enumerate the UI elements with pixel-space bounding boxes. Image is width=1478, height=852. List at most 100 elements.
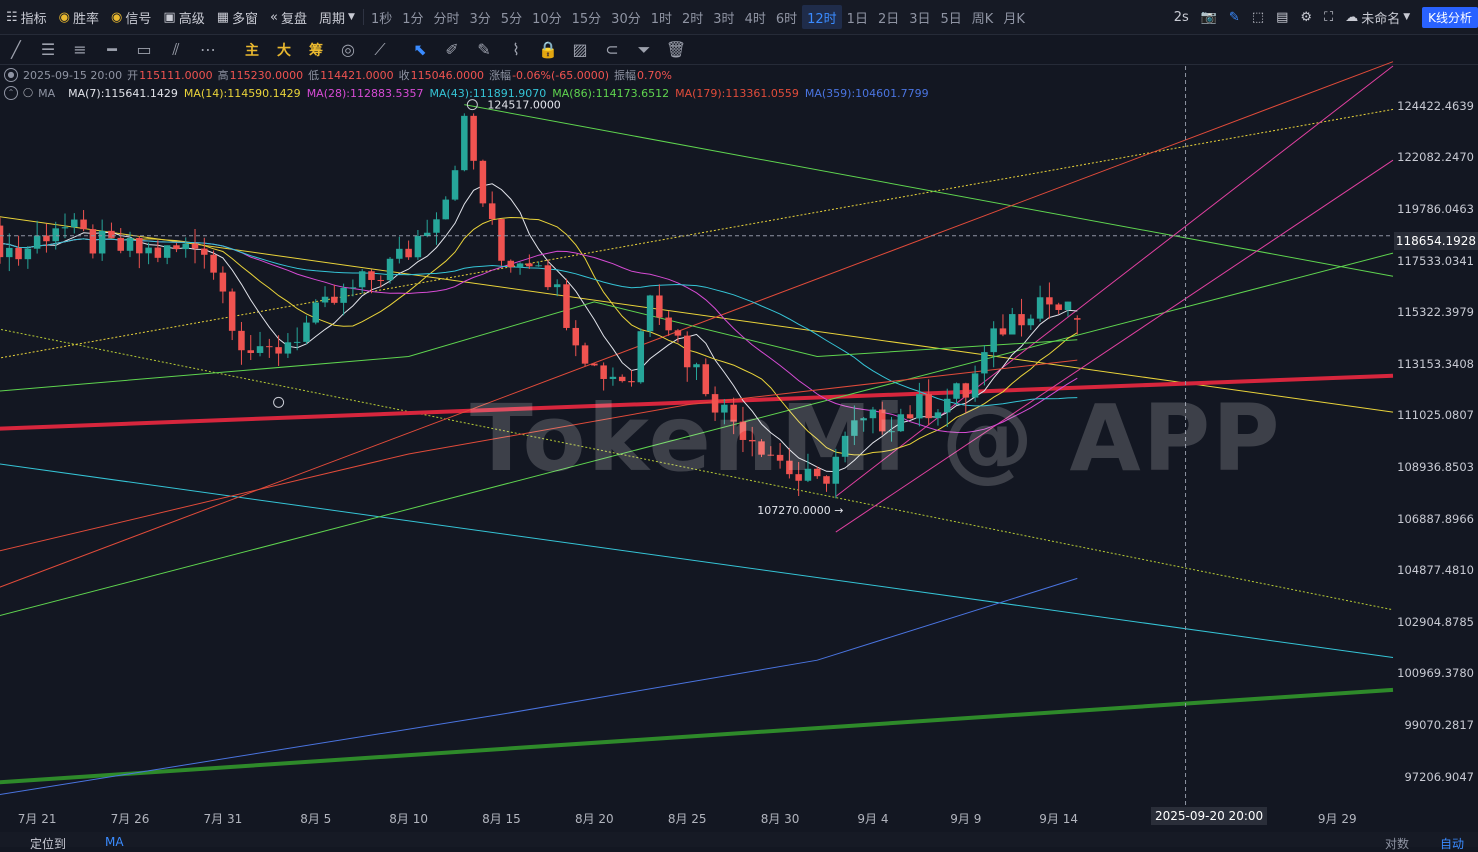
rect-tool-icon[interactable]: ▭: [136, 40, 152, 59]
main-chart-toggle[interactable]: 主: [245, 42, 259, 59]
candle-body: [488, 203, 496, 220]
chevron-icon[interactable]: ⌃: [4, 86, 18, 100]
low-label: 低: [308, 69, 320, 82]
tab-timeframe-15[interactable]: 2日: [877, 11, 900, 27]
tab-timeframe-6[interactable]: 15分: [571, 11, 602, 27]
trash-icon[interactable]: 🗑: [665, 40, 687, 59]
replay-button[interactable]: «复盘: [270, 9, 307, 27]
tab-timeframe-8[interactable]: 1时: [650, 11, 672, 27]
change-label: 涨幅: [489, 69, 512, 82]
layout-icon[interactable]: ▤: [1276, 9, 1289, 25]
filter-icon[interactable]: ⏷: [637, 39, 651, 59]
target-icon[interactable]: ◎: [341, 40, 355, 59]
period-dropdown[interactable]: 周期 ▼: [319, 11, 355, 27]
candle-body: [442, 199, 450, 220]
tab-timeframe-5[interactable]: 10分: [532, 11, 562, 27]
tab-timeframe-14[interactable]: 1日: [846, 11, 868, 27]
candle-body: [507, 260, 515, 268]
ma-legend-item: MA(179):113361.0559: [675, 86, 799, 100]
auto-toggle[interactable]: 自动: [1440, 837, 1465, 851]
tab-timeframe-4[interactable]: 5分: [500, 11, 523, 27]
hlines-tool-icon[interactable]: ≡: [73, 40, 87, 59]
refresh-rate[interactable]: 2s: [1173, 9, 1189, 25]
candle-body: [201, 248, 208, 255]
candle-body: [665, 317, 672, 331]
advanced-button[interactable]: ▣ 高级: [163, 9, 205, 27]
chip-toggle[interactable]: 筹: [309, 42, 323, 59]
magnet-icon[interactable]: ⊂: [605, 40, 619, 59]
tab-timeframe-17[interactable]: 5日: [940, 11, 962, 27]
ma-legend-item: MA(43):111891.9070: [429, 86, 547, 100]
tab-timeframe-18[interactable]: 周K: [971, 11, 994, 27]
time-axis-label: 8月 15: [482, 812, 521, 826]
time-axis-label: 7月 26: [110, 812, 150, 826]
candle-body: [990, 328, 997, 353]
tab-timeframe-1[interactable]: 1分: [402, 11, 424, 27]
crosshair-time-label: 2025-09-20 20:00: [1151, 807, 1268, 825]
pen-icon[interactable]: ✎: [1228, 9, 1240, 25]
candle-body: [451, 170, 459, 200]
fib-tool-icon[interactable]: ⫽: [172, 39, 180, 59]
more-tools-icon[interactable]: ⋯: [200, 40, 216, 59]
legend-date: 2025-09-15 20:00: [23, 68, 123, 82]
brush-icon[interactable]: ✐: [445, 40, 459, 59]
tab-timeframe-11[interactable]: 4时: [744, 11, 766, 27]
select-icon[interactable]: ⬚: [1251, 9, 1265, 25]
tab-timeframe-2[interactable]: 分时: [433, 11, 460, 27]
calendar-icon: ▣: [163, 9, 176, 25]
big-order-toggle[interactable]: 大: [277, 42, 291, 59]
tab-timeframe-10[interactable]: 3时: [713, 11, 735, 27]
ma-tab[interactable]: MA: [105, 835, 124, 849]
candle-body: [405, 248, 412, 258]
cursor-icon[interactable]: ⬉: [413, 40, 427, 59]
eye-icon[interactable]: ●: [4, 68, 18, 82]
parallel-tool-icon[interactable]: ☰: [40, 40, 56, 59]
eye-icon[interactable]: ◯: [23, 88, 34, 98]
lock-icon[interactable]: 🔒: [538, 40, 558, 59]
line-tool-icon[interactable]: ╱: [11, 40, 21, 59]
candle-body: [423, 232, 431, 237]
candle-body: [80, 219, 87, 230]
log-toggle[interactable]: 对数: [1385, 837, 1410, 851]
low-label: 107270.0000 →: [757, 504, 843, 517]
tab-timeframe-9[interactable]: 2时: [682, 11, 704, 27]
candle-body: [163, 245, 171, 258]
candle-body: [516, 263, 524, 268]
locate-button[interactable]: 定位到: [30, 837, 67, 851]
tab-timeframe-12[interactable]: 6时: [775, 11, 798, 27]
hline-tool-icon[interactable]: ━: [107, 40, 117, 59]
candle-body: [433, 219, 440, 233]
candle-body: [479, 160, 487, 204]
tab-timeframe-19[interactable]: 月K: [1003, 11, 1025, 27]
tab-timeframe-0[interactable]: 1秒: [370, 11, 393, 27]
measure-icon[interactable]: ⟋: [374, 39, 386, 59]
trend-line: [0, 61, 1394, 588]
fullscreen-icon[interactable]: ⛶: [1324, 9, 1334, 25]
winrate-button[interactable]: ◉ 胜率: [58, 9, 100, 27]
candle-body: [6, 247, 13, 258]
multi-window-button[interactable]: ▦ 多窗: [216, 9, 259, 27]
tab-timeframe-3[interactable]: 3分: [469, 11, 491, 27]
candle-body: [1046, 297, 1053, 305]
cloud-save-button[interactable]: ☁ 未命名 ▼: [1345, 9, 1411, 27]
pattern-icon[interactable]: ⌇: [512, 40, 520, 59]
indicator-button[interactable]: ☷ 指标: [6, 9, 47, 27]
ma-line-359: [0, 577, 1078, 796]
price-axis-label: 108936.8503: [1397, 460, 1474, 474]
tab-timeframe-7[interactable]: 30分: [611, 11, 641, 27]
highlighter-icon[interactable]: ✎: [477, 40, 491, 59]
kline-analysis-button[interactable]: K线分析: [1422, 6, 1478, 28]
price-axis-label: 124422.4639: [1397, 98, 1474, 113]
candle-body: [1027, 318, 1035, 326]
time-axis-label: 7月 21: [17, 812, 57, 826]
tab-timeframe-13[interactable]: 12时: [802, 5, 842, 29]
gear-icon[interactable]: ⚙: [1300, 9, 1313, 25]
price-axis-label: 119786.0463: [1397, 201, 1474, 216]
note-icon[interactable]: ▨: [572, 40, 588, 59]
signal-button[interactable]: ◉ 信号: [111, 9, 152, 27]
candle-body: [117, 237, 124, 251]
candle-body: [591, 363, 598, 366]
drawing-toolbar: ╱ ☰ ≡ ━ ▭ ⫽ ⋯ 主 大 筹 ◎ ⟋ ⬉ ✐ ✎ ⌇ 🔒 ▨ ⊂ ⏷ …: [0, 35, 1478, 65]
tab-timeframe-16[interactable]: 3日: [909, 11, 931, 27]
camera-icon[interactable]: 📷: [1200, 9, 1217, 25]
